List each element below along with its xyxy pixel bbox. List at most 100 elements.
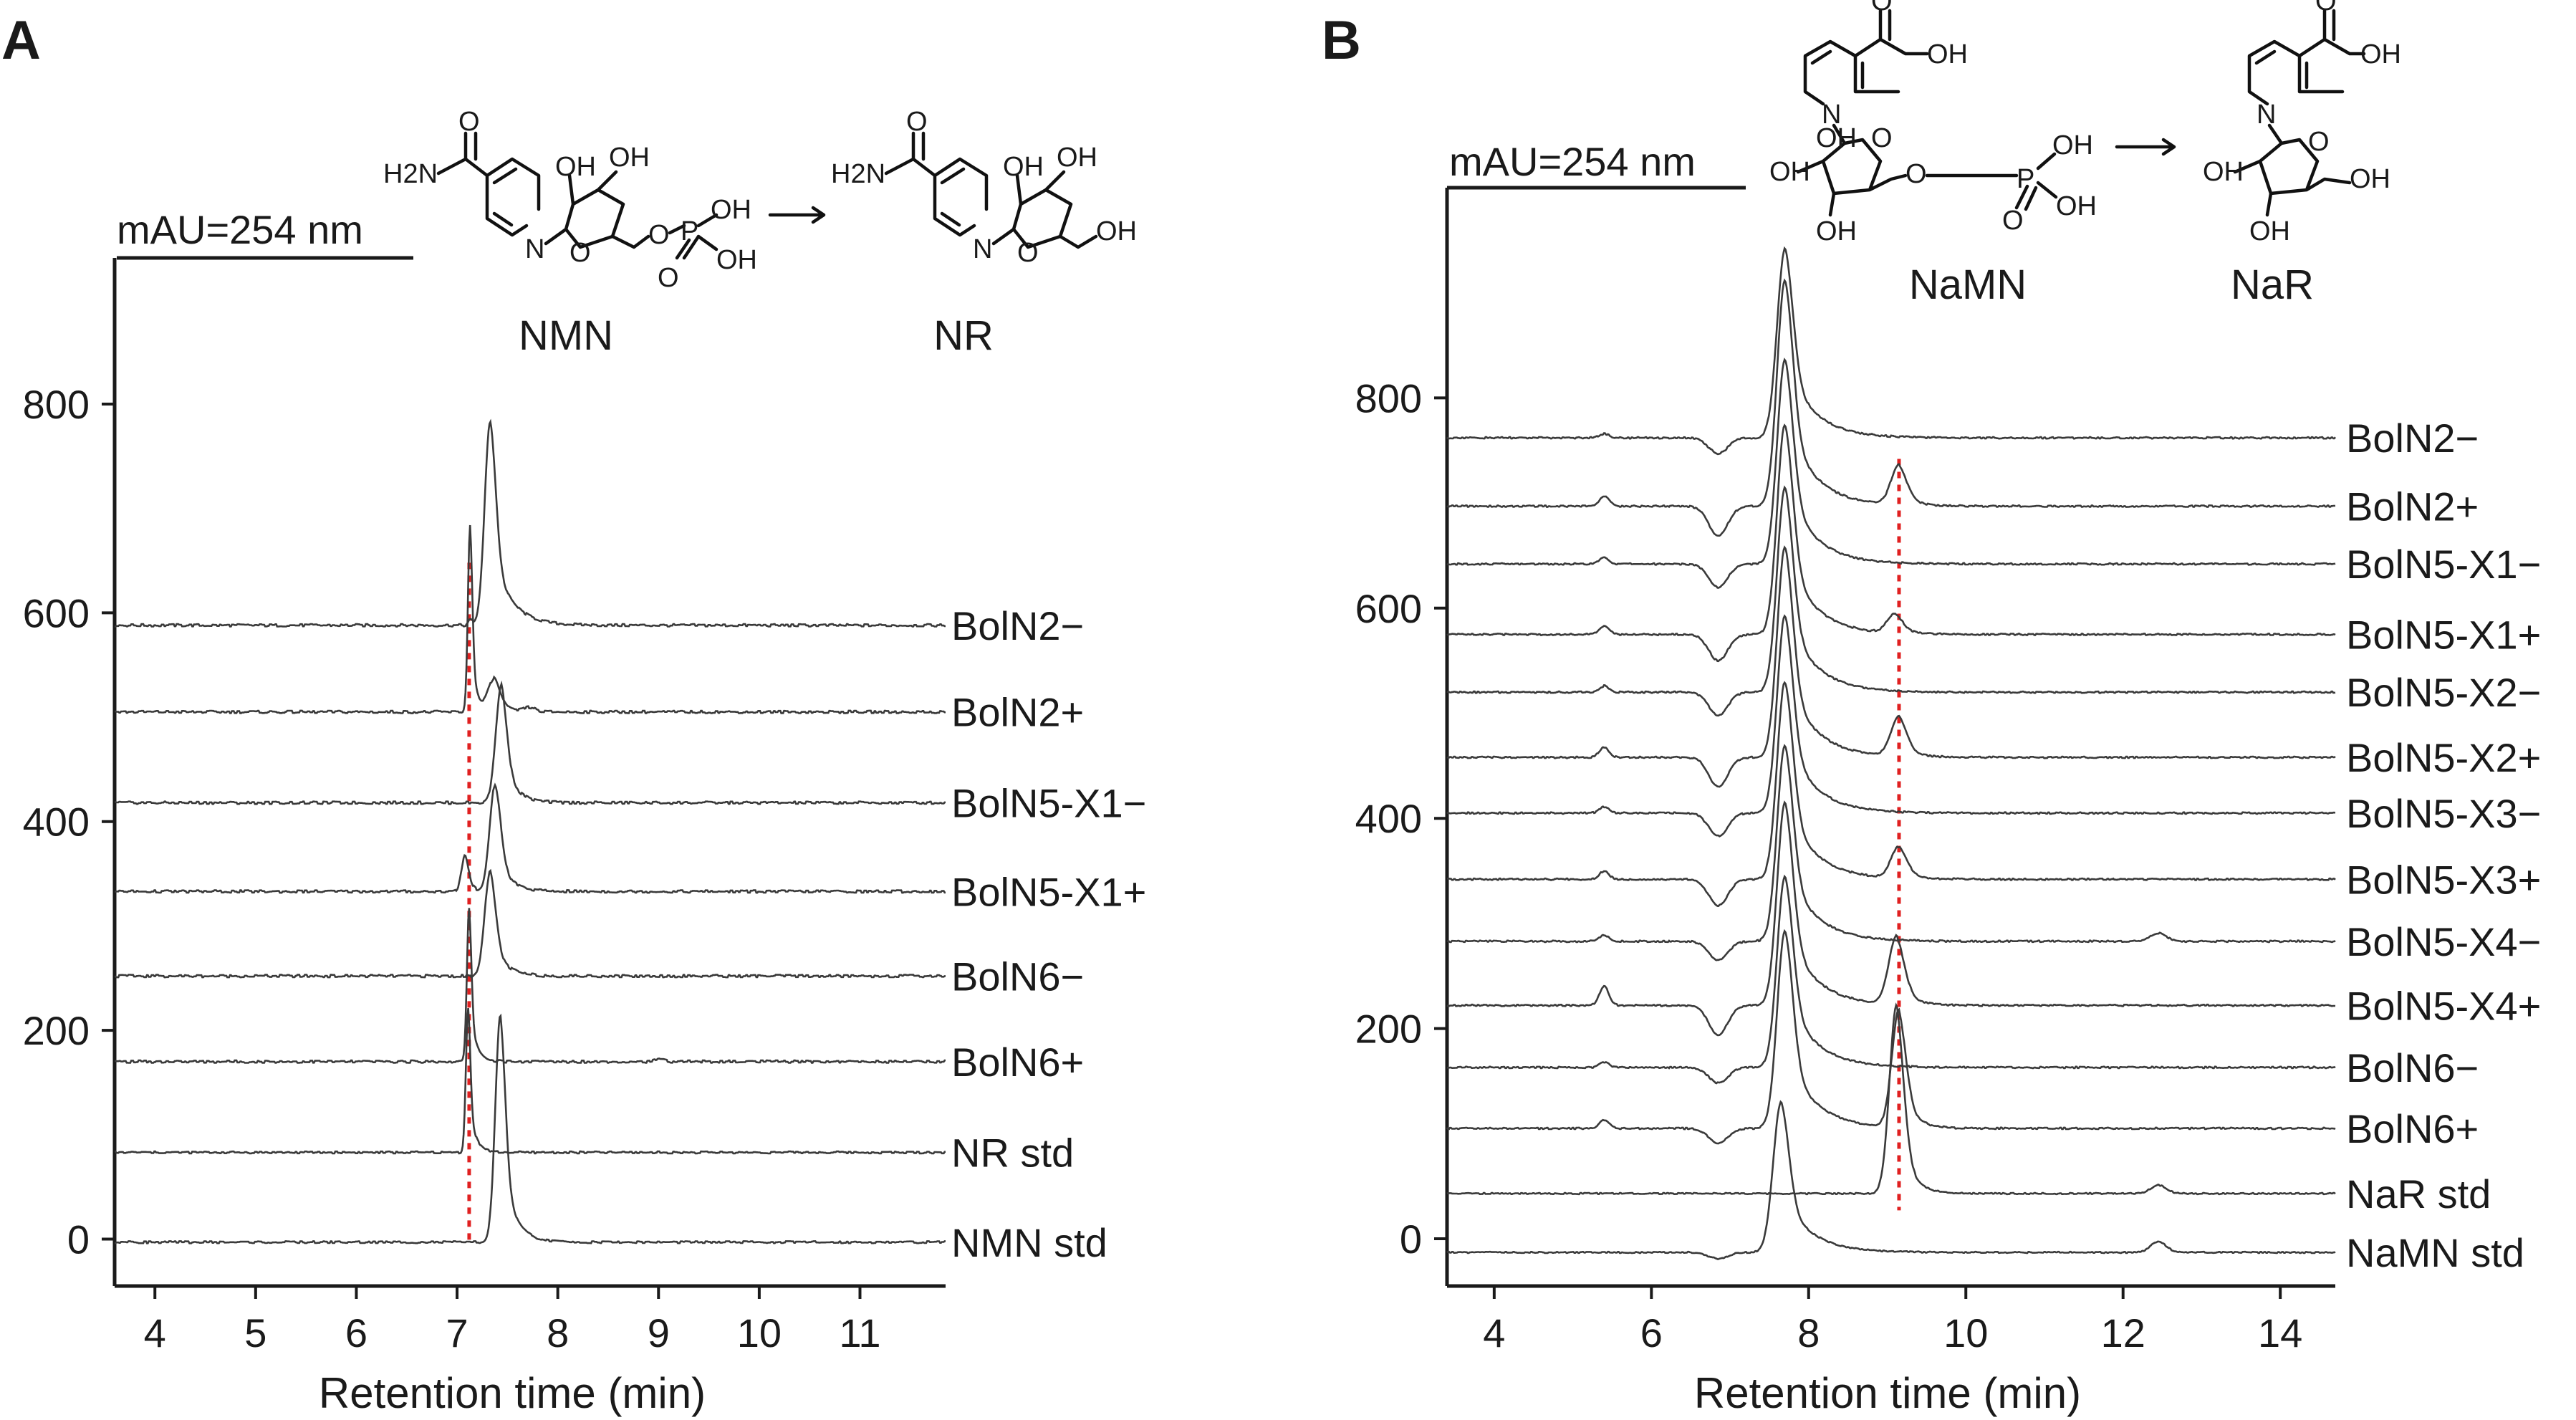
trace-boln5-x1- [1446, 358, 2336, 589]
trace-label: BolN5-X4+ [2346, 983, 2541, 1028]
trace-boln5-x3- [1446, 614, 2336, 838]
nmn-phosphate-bonds [668, 213, 719, 260]
nmn-p-oh-2: OH [716, 245, 757, 275]
nmn-phosphorus: P [681, 216, 698, 246]
namn-oh-1: OH [1769, 157, 1810, 187]
x-tick-label: 10 [737, 1310, 782, 1356]
x-tick-label: 5 [244, 1310, 266, 1356]
nar-ribose-ring [2233, 123, 2352, 217]
trace-label: BolN6− [2346, 1045, 2479, 1090]
x-tick-label: 8 [1797, 1310, 1820, 1356]
panel-a-traces [115, 418, 946, 1244]
nr-structure: H2N O N OH OH O OH [831, 107, 1137, 268]
panel-b-x-ticks: 4 6 8 10 12 14 [1483, 1286, 2302, 1356]
trace-boln5-x1- [115, 782, 946, 894]
x-tick-label: 12 [2101, 1310, 2145, 1356]
panel-b-trace-labels: BolN2− BolN2+ BolN5-X1− BolN5-X1+ BolN5-X2− B… [2346, 416, 2541, 1275]
trace-label: NaMN std [2346, 1230, 2524, 1275]
namn-ring-o: O [1871, 123, 1893, 153]
y-tick-label: 0 [67, 1217, 90, 1262]
trace-label: BolN6+ [2346, 1106, 2479, 1151]
trace-label: NR std [951, 1131, 1074, 1176]
nr-oh-2: OH [1057, 143, 1097, 173]
trace-boln6- [115, 868, 946, 979]
namn-p-oh-1: OH [2052, 130, 2093, 160]
y-tick-label: 600 [23, 590, 90, 635]
namn-ribose-ring [1796, 123, 1908, 217]
nmn-ribose-ring [544, 170, 650, 249]
namn-phosphorus: P [2017, 164, 2034, 194]
y-tick-label: 200 [1355, 1007, 1422, 1052]
trace-nr-std [115, 1007, 946, 1155]
namn-structure: O OH N OH OH OH O O P OH OH O [1769, 0, 2097, 246]
nr-ring-o: O [1017, 238, 1039, 268]
trace-boln5-x2- [1446, 545, 2336, 788]
trace-nar-std [1446, 1002, 2336, 1196]
trace-nmn-std [115, 1013, 946, 1244]
trace-label: BolN6+ [951, 1040, 1084, 1085]
namn-oh-3: OH [1816, 123, 1857, 153]
namn-pyridine-ring [1803, 39, 1900, 106]
nr-oh-1: OH [1003, 152, 1044, 182]
nr-oh-3: OH [1096, 216, 1137, 246]
trace-label: BolN5-X3+ [2346, 857, 2541, 902]
trace-label: BolN5-X2− [2346, 670, 2541, 715]
nmn-pyridine-ring [485, 157, 541, 237]
y-tick-label: 400 [23, 800, 90, 845]
panel-a: A mAU=254 nm H2N O N OH OH O O P OH OH O [1, 10, 1146, 1417]
nmn-p-o: O [658, 263, 679, 293]
trace-label: BolN2− [951, 603, 1084, 648]
trace-boln6- [1446, 929, 2336, 1145]
trace-label: BolN5-X4− [2346, 919, 2541, 964]
nmn-carbonyl-o: O [458, 107, 480, 137]
nar-carboxyl-oh: OH [2360, 39, 2401, 69]
compound-label-nar: NaR [2231, 262, 2314, 308]
namn-oh-2: OH [1816, 216, 1857, 246]
x-tick-label: 8 [547, 1310, 569, 1356]
trace-boln5-x1- [1446, 423, 2336, 663]
trace-label: NaR std [2346, 1171, 2491, 1217]
trace-label: BolN5-X2+ [2346, 735, 2541, 780]
nar-oh-3: OH [2350, 164, 2390, 194]
nar-structure: O OH N OH OH O OH [2203, 0, 2401, 246]
nmn-oh-2: OH [609, 143, 650, 173]
x-tick-label: 6 [345, 1310, 367, 1356]
trace-label: BolN5-X1− [951, 780, 1146, 825]
nar-pyridine-ring [2247, 39, 2345, 106]
x-tick-label: 10 [1943, 1310, 1988, 1356]
nar-carboxyl-bonds [2297, 9, 2366, 58]
trace-boln5-x2- [1446, 485, 2336, 717]
nmn-p-oh-1: OH [711, 195, 751, 225]
trace-label: BolN5-X1+ [2346, 612, 2541, 657]
trace-label: BolN5-X1+ [951, 869, 1146, 914]
panel-a-unit-label: mAU=254 nm [117, 207, 363, 252]
nar-carboxyl-o: O [2315, 0, 2337, 16]
x-tick-label: 7 [446, 1310, 468, 1356]
x-tick-label: 11 [839, 1310, 880, 1356]
nar-n-plus: N [2257, 100, 2276, 130]
nmn-amide-label: H2N [383, 159, 438, 189]
trace-label: BolN6− [951, 954, 1084, 999]
y-tick-label: 800 [23, 382, 90, 427]
panel-a-reaction-scheme: H2N O N OH OH O O P OH OH O H2N O [383, 107, 1137, 359]
panel-a-x-axis-label: Retention time (min) [319, 1369, 706, 1417]
namn-carboxyl-bonds [1853, 9, 1929, 58]
panel-a-letter: A [1, 10, 41, 71]
x-tick-label: 4 [1483, 1310, 1505, 1356]
nmn-structure: H2N O N OH OH O O P OH OH O [383, 107, 757, 293]
panel-a-y-ticks: 0 200 400 600 800 [23, 382, 115, 1262]
namn-ester-o: O [1905, 159, 1927, 189]
y-tick-label: 0 [1400, 1217, 1422, 1262]
nmn-ring-o: O [569, 238, 591, 268]
trace-label: BolN2+ [951, 690, 1084, 735]
trace-label: BolN5-X3− [2346, 791, 2541, 836]
x-tick-label: 4 [144, 1310, 166, 1356]
namn-carboxyl-oh: OH [1927, 39, 1968, 69]
namn-carboxyl-o: O [1871, 0, 1893, 16]
nr-amide-label: H2N [831, 159, 885, 189]
compound-label-nmn: NMN [519, 312, 613, 359]
panel-b: B mAU=254 nm O OH N OH OH OH O O P OH OH [1322, 0, 2541, 1417]
trace-boln2- [115, 524, 946, 714]
trace-boln5-x4- [1446, 744, 2336, 961]
nmn-n-plus: N [525, 234, 544, 264]
